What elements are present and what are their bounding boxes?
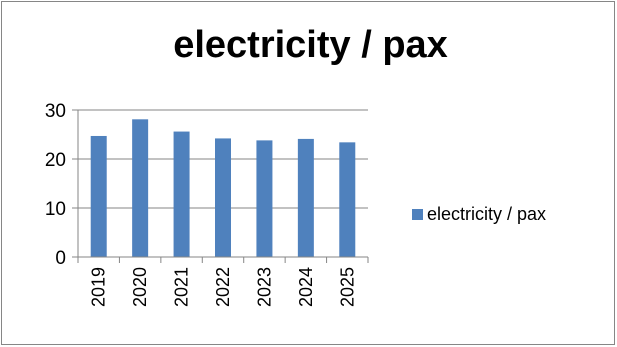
legend-label: electricity / pax	[427, 204, 547, 224]
x-tick-label: 2023	[254, 267, 274, 307]
legend: electricity / pax	[412, 204, 546, 225]
x-tick-label: 2021	[172, 267, 192, 307]
chart-title: electricity / pax	[173, 24, 448, 66]
bar	[256, 140, 273, 257]
bar	[132, 119, 149, 257]
x-tick-label: 2019	[89, 267, 109, 307]
bar	[215, 138, 231, 257]
y-tick-label: 10	[45, 199, 66, 220]
bar	[297, 138, 314, 257]
x-tick-label: 2024	[296, 267, 316, 307]
y-tick-label: 20	[45, 150, 66, 171]
x-tick-label: 2022	[213, 267, 233, 307]
bar	[173, 131, 190, 257]
bars	[90, 119, 356, 257]
x-tick-labels: 2019 2020 2021 2022 2023 2024 2025	[89, 267, 358, 307]
axes	[72, 110, 369, 263]
bar	[339, 142, 356, 257]
y-tick-label: 0	[55, 248, 66, 269]
y-tick-labels: 0 10 20 30	[45, 101, 66, 269]
legend-swatch	[412, 209, 423, 220]
x-tick-label: 2020	[130, 267, 150, 307]
y-tick-label: 30	[45, 101, 66, 122]
bar	[90, 135, 107, 257]
x-tick-label: 2025	[337, 267, 357, 307]
